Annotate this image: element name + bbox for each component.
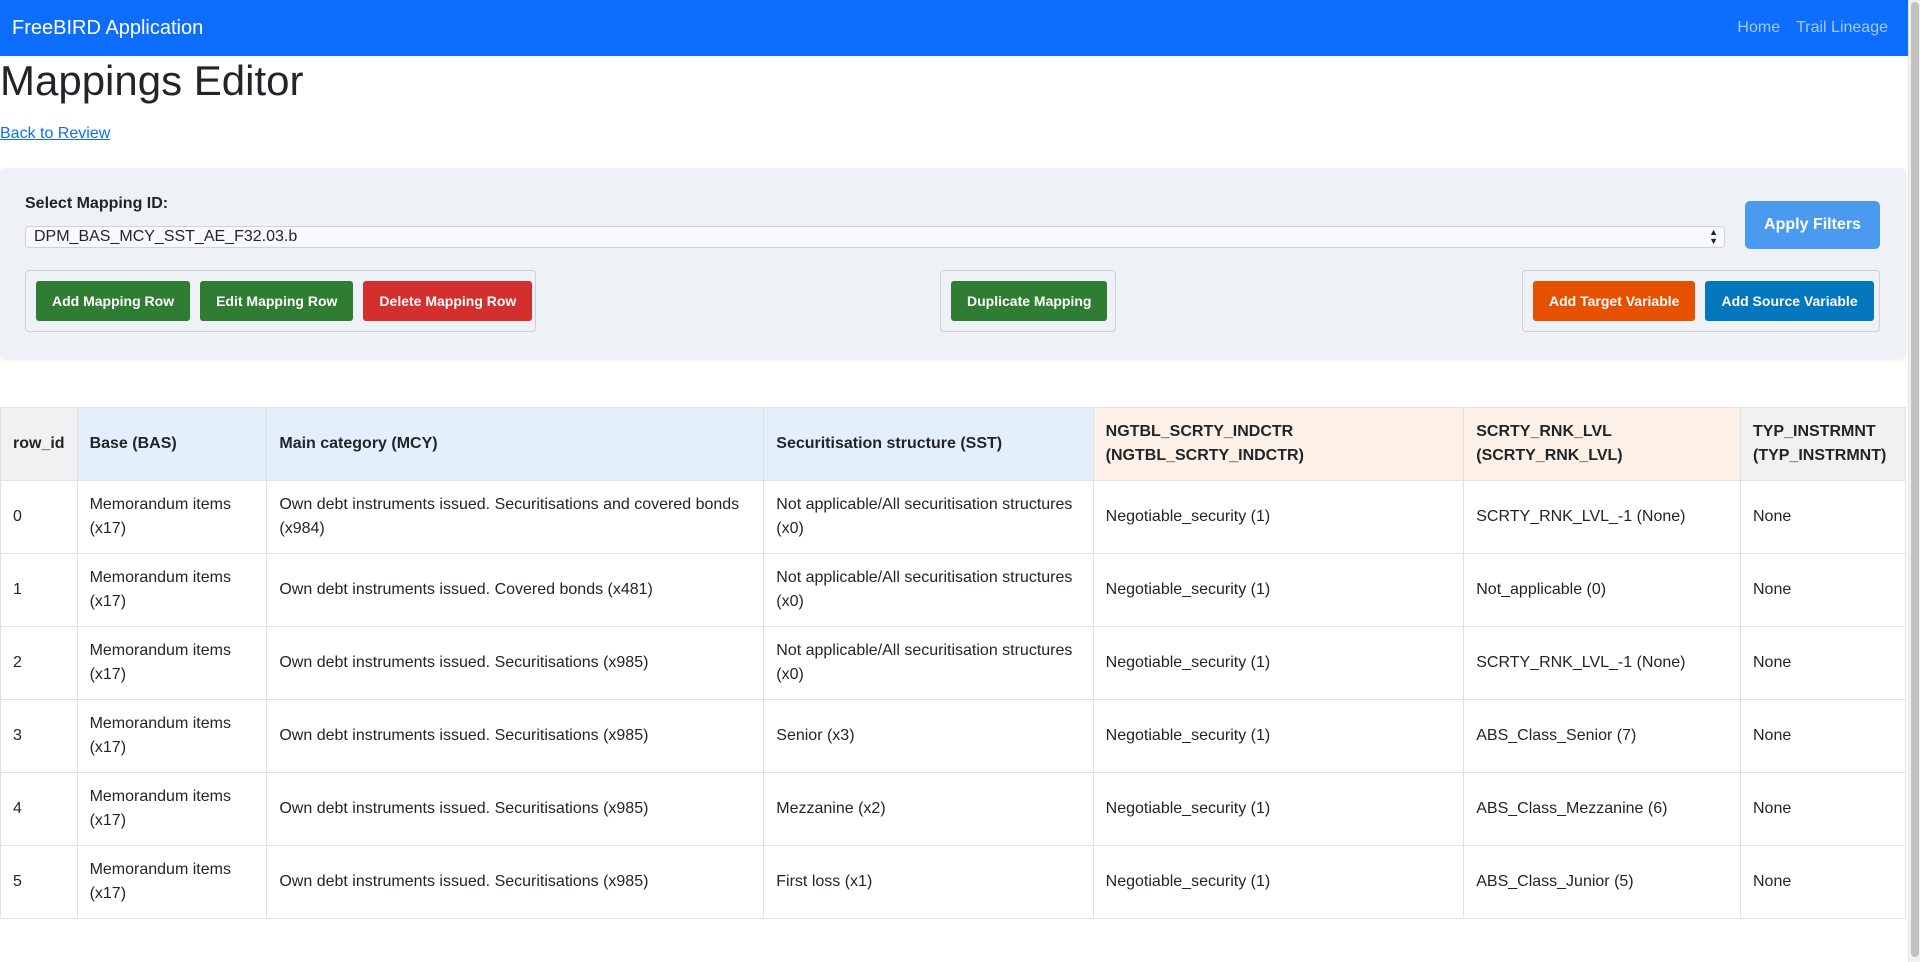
cell-row-id: 0 <box>0 480 78 554</box>
add-source-variable-button[interactable]: Add Source Variable <box>1705 281 1874 321</box>
mapping-id-label: Select Mapping ID: <box>25 195 169 212</box>
select-arrows-icon: ▲ ▼ <box>1709 227 1718 246</box>
cell-base: Memorandum items (x17) <box>76 772 268 846</box>
nav-link-home[interactable]: Home <box>1737 19 1781 36</box>
cell-typ-instrmnt: None <box>1739 845 1907 919</box>
cell-typ-instrmnt: None <box>1739 626 1907 700</box>
cell-scrty-rnk-lvl: SCRTY_RNK_LVL_-1 (None) <box>1463 626 1741 700</box>
nav-links: Home Trail Lineage <box>1737 19 1896 37</box>
apply-filters-button[interactable]: Apply Filters <box>1745 201 1880 249</box>
selected-mapping-id: DPM_BAS_MCY_SST_AE_F32.03.b <box>34 228 298 245</box>
cell-base: Memorandum items (x17) <box>76 845 268 919</box>
cell-main-category: Own debt instruments issued. Securitisat… <box>266 480 765 554</box>
cell-typ-instrmnt: None <box>1739 772 1907 846</box>
column-header-main-category[interactable]: Main category (MCY) <box>266 407 765 481</box>
scrollbar-thumb[interactable] <box>1911 2 1919 957</box>
add-target-variable-button[interactable]: Add Target Variable <box>1533 281 1696 321</box>
mapping-actions-group: Duplicate Mapping <box>940 270 1116 332</box>
cell-main-category: Own debt instruments issued. Securitisat… <box>266 845 765 919</box>
table-row[interactable]: 3 Memorandum items (x17) Own debt instru… <box>0 699 1907 773</box>
back-to-review-link[interactable]: Back to Review <box>0 125 111 142</box>
cell-row-id: 4 <box>0 772 78 846</box>
cell-securitisation-structure: Senior (x3) <box>763 699 1094 773</box>
cell-ngtbl-scrty-indctr: Negotiable_security (1) <box>1092 699 1465 773</box>
page-title: Mappings Editor <box>0 57 304 104</box>
cell-main-category: Own debt instruments issued. Covered bon… <box>266 553 765 627</box>
cell-scrty-rnk-lvl: ABS_Class_Senior (7) <box>1463 699 1741 773</box>
cell-ngtbl-scrty-indctr: Negotiable_security (1) <box>1092 845 1465 919</box>
row-actions-group: Add Mapping Row Edit Mapping Row Delete … <box>25 270 536 332</box>
cell-securitisation-structure: Mezzanine (x2) <box>763 772 1094 846</box>
table-row[interactable]: 5 Memorandum items (x17) Own debt instru… <box>0 845 1907 919</box>
top-navbar: FreeBIRD Application Home Trail Lineage <box>0 0 1908 56</box>
cell-base: Memorandum items (x17) <box>76 553 268 627</box>
add-mapping-row-button[interactable]: Add Mapping Row <box>36 281 191 321</box>
cell-base: Memorandum items (x17) <box>76 626 268 700</box>
delete-mapping-row-button[interactable]: Delete Mapping Row <box>363 281 533 321</box>
table-header-row: row_id Base (BAS) Main category (MCY) Se… <box>0 407 1907 481</box>
table-row[interactable]: 0 Memorandum items (x17) Own debt instru… <box>0 480 1907 554</box>
column-header-scrty-rnk-lvl[interactable]: SCRTY_RNK_LVL (SCRTY_RNK_LVL) <box>1463 407 1741 481</box>
cell-scrty-rnk-lvl: ABS_Class_Junior (5) <box>1463 845 1741 919</box>
cell-ngtbl-scrty-indctr: Negotiable_security (1) <box>1092 626 1465 700</box>
cell-main-category: Own debt instruments issued. Securitisat… <box>266 699 765 773</box>
column-header-securitisation-structure[interactable]: Securitisation structure (SST) <box>763 407 1094 481</box>
cell-main-category: Own debt instruments issued. Securitisat… <box>266 626 765 700</box>
mapping-id-select[interactable]: DPM_BAS_MCY_SST_AE_F32.03.b ▲ ▼ <box>25 226 1725 248</box>
nav-link-trail-lineage[interactable]: Trail Lineage <box>1796 19 1888 36</box>
column-header-typ-instrmnt[interactable]: TYP_INSTRMNT (TYP_INSTRMNT) <box>1739 407 1907 481</box>
cell-base: Memorandum items (x17) <box>76 699 268 773</box>
duplicate-mapping-button[interactable]: Duplicate Mapping <box>951 281 1108 321</box>
table-row[interactable]: 2 Memorandum items (x17) Own debt instru… <box>0 626 1907 700</box>
cell-row-id: 1 <box>0 553 78 627</box>
cell-typ-instrmnt: None <box>1739 480 1907 554</box>
variable-actions-group: Add Target Variable Add Source Variable <box>1522 270 1880 332</box>
cell-securitisation-structure: Not applicable/All securitisation struct… <box>763 480 1094 554</box>
cell-securitisation-structure: Not applicable/All securitisation struct… <box>763 626 1094 700</box>
cell-scrty-rnk-lvl: SCRTY_RNK_LVL_-1 (None) <box>1463 480 1741 554</box>
cell-row-id: 2 <box>0 626 78 700</box>
table-row[interactable]: 1 Memorandum items (x17) Own debt instru… <box>0 553 1907 627</box>
app-brand[interactable]: FreeBIRD Application <box>12 16 204 39</box>
column-header-base[interactable]: Base (BAS) <box>76 407 268 481</box>
cell-securitisation-structure: First loss (x1) <box>763 845 1094 919</box>
cell-base: Memorandum items (x17) <box>76 480 268 554</box>
column-header-ngtbl-scrty-indctr[interactable]: NGTBL_SCRTY_INDCTR (NGTBL_SCRTY_INDCTR) <box>1092 407 1465 481</box>
cell-scrty-rnk-lvl: ABS_Class_Mezzanine (6) <box>1463 772 1741 846</box>
cell-ngtbl-scrty-indctr: Negotiable_security (1) <box>1092 553 1465 627</box>
cell-main-category: Own debt instruments issued. Securitisat… <box>266 772 765 846</box>
edit-mapping-row-button[interactable]: Edit Mapping Row <box>200 281 354 321</box>
cell-ngtbl-scrty-indctr: Negotiable_security (1) <box>1092 480 1465 554</box>
cell-ngtbl-scrty-indctr: Negotiable_security (1) <box>1092 772 1465 846</box>
vertical-scrollbar[interactable] <box>1908 0 1920 962</box>
cell-typ-instrmnt: None <box>1739 699 1907 773</box>
cell-row-id: 3 <box>0 699 78 773</box>
cell-typ-instrmnt: None <box>1739 553 1907 627</box>
cell-row-id: 5 <box>0 845 78 919</box>
cell-securitisation-structure: Not applicable/All securitisation struct… <box>763 553 1094 627</box>
column-header-row-id[interactable]: row_id <box>0 407 78 481</box>
filter-panel: Select Mapping ID: DPM_BAS_MCY_SST_AE_F3… <box>0 168 1906 358</box>
mappings-table: row_id Base (BAS) Main category (MCY) Se… <box>0 407 1907 919</box>
cell-scrty-rnk-lvl: Not_applicable (0) <box>1463 553 1741 627</box>
table-row[interactable]: 4 Memorandum items (x17) Own debt instru… <box>0 772 1907 846</box>
